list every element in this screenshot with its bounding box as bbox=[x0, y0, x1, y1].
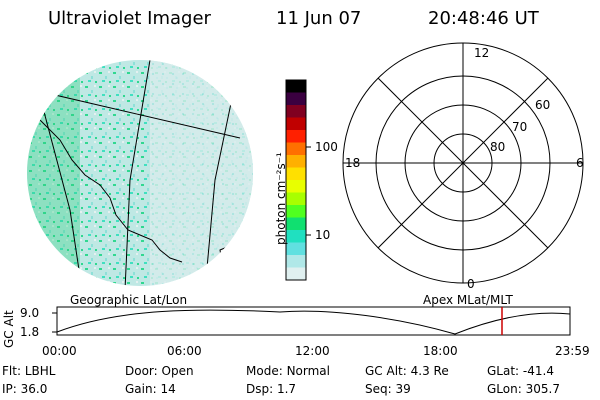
geographic-image bbox=[27, 60, 253, 286]
colorbar-unit-label: photon cm⁻²s⁻¹ bbox=[274, 152, 288, 245]
colorbar-segment bbox=[286, 267, 306, 281]
status-glat: GLat: -41.4 bbox=[487, 364, 554, 378]
colorbar bbox=[286, 80, 306, 281]
status-glon: GLon: 305.7 bbox=[487, 382, 560, 396]
lat-label-80: 80 bbox=[490, 140, 506, 154]
status-ip: IP: 36.0 bbox=[2, 382, 48, 396]
orbit-ylabel: GC Alt bbox=[2, 310, 16, 348]
lat-label-70: 70 bbox=[512, 120, 528, 134]
colorbar-segment bbox=[286, 180, 306, 193]
lat-label-60: 60 bbox=[535, 98, 551, 112]
polar-grid bbox=[342, 42, 584, 284]
colorbar-segment bbox=[286, 217, 306, 231]
colorbar-segment bbox=[286, 205, 306, 218]
colorbar-segment bbox=[286, 92, 306, 106]
mlt-label-18: 18 bbox=[345, 156, 361, 170]
orbit-xtick-0000: 00:00 bbox=[42, 344, 77, 358]
orbit-ytick-min: 1.8 bbox=[20, 325, 40, 339]
orbit-ytick-max: 9.0 bbox=[20, 306, 40, 320]
mlt-label-12: 12 bbox=[474, 46, 490, 60]
colorbar-segment bbox=[286, 117, 306, 131]
status-gain: Gain: 14 bbox=[125, 382, 176, 396]
mlt-label-6: 6 bbox=[576, 156, 584, 170]
status-door: Door: Open bbox=[125, 364, 194, 378]
colorbar-tick-10: 10 bbox=[315, 228, 331, 242]
orbit-xtick-1200: 12:00 bbox=[295, 344, 330, 358]
colorbar-segment bbox=[286, 155, 306, 168]
colorbar-segment bbox=[286, 167, 306, 181]
colorbar-segment bbox=[286, 230, 306, 243]
orbit-xtick-1800: 18:00 bbox=[423, 344, 458, 358]
orbit-left-caption: Geographic Lat/Lon bbox=[70, 293, 188, 307]
orbit-plot bbox=[52, 306, 571, 336]
colorbar-tick-100: 100 bbox=[315, 140, 338, 154]
colorbar-segment bbox=[286, 130, 306, 143]
orbit-right-caption: Apex MLat/MLT bbox=[423, 293, 513, 307]
instrument-title: Ultraviolet Imager bbox=[48, 8, 211, 29]
status-flt: Flt: LBHL bbox=[2, 364, 56, 378]
time-label: 20:48:46 UT bbox=[428, 8, 539, 29]
colorbar-segment bbox=[286, 80, 306, 93]
colorbar-segment bbox=[286, 142, 306, 156]
date-label: 11 Jun 07 bbox=[276, 8, 362, 29]
mlt-label-0: 0 bbox=[467, 277, 475, 291]
status-dsp: Dsp: 1.7 bbox=[246, 382, 297, 396]
status-seq: Seq: 39 bbox=[365, 382, 411, 396]
colorbar-segment bbox=[286, 192, 306, 206]
orbit-xtick-0600: 06:00 bbox=[167, 344, 202, 358]
colorbar-segment bbox=[286, 105, 306, 118]
colorbar-segment bbox=[286, 242, 306, 256]
status-gc-alt: GC Alt: 4.3 Re bbox=[365, 364, 449, 378]
status-mode: Mode: Normal bbox=[246, 364, 330, 378]
colorbar-segment bbox=[286, 255, 306, 268]
orbit-xtick-2359: 23:59 bbox=[555, 344, 590, 358]
